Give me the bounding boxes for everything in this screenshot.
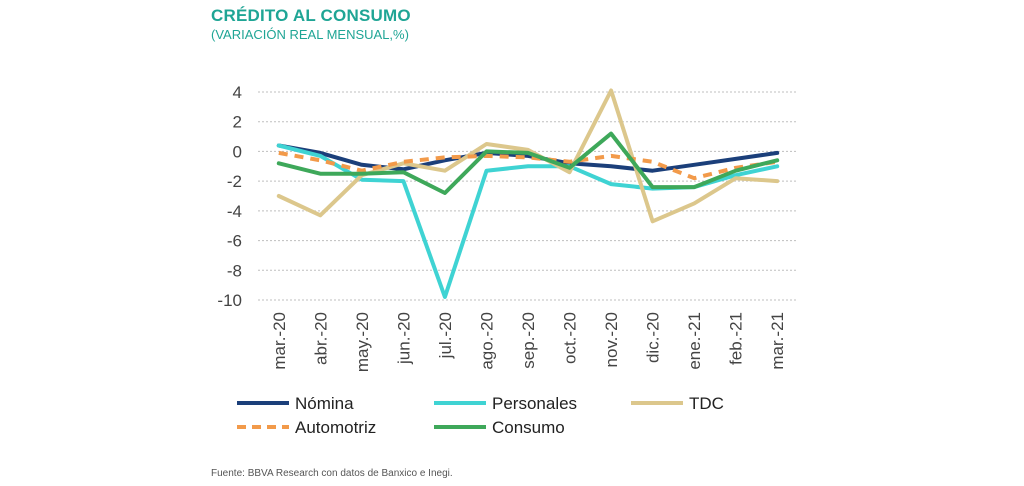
legend-label: TDC bbox=[689, 394, 724, 413]
chart-title: CRÉDITO AL CONSUMO bbox=[211, 6, 411, 25]
y-tick-label: -2 bbox=[227, 172, 242, 191]
series-line-consumo bbox=[276, 131, 780, 195]
legend-label: Consumo bbox=[492, 418, 565, 437]
x-tick-label: ago.-20 bbox=[477, 312, 496, 370]
x-tick-label: feb.-21 bbox=[727, 312, 746, 365]
source-note: Fuente: BBVA Research con datos de Banxi… bbox=[211, 468, 453, 479]
y-tick-label: -10 bbox=[217, 291, 242, 310]
x-axis-ticks: mar.-20 abr.-20 may.-20 jun.-20 jul.-20 ago.-… bbox=[270, 312, 787, 372]
legend-label: Nómina bbox=[295, 394, 354, 413]
series-line-automotriz bbox=[278, 150, 778, 181]
series-line-personales bbox=[276, 143, 780, 299]
series-line-nómina bbox=[276, 143, 780, 173]
x-tick-label: ene.-21 bbox=[685, 312, 704, 370]
x-tick-label: mar.-21 bbox=[768, 312, 787, 370]
x-tick-label: dic.-20 bbox=[644, 312, 663, 363]
chart-subtitle: (VARIACIÓN REAL MENSUAL,%) bbox=[211, 27, 409, 42]
gridlines bbox=[258, 91, 798, 301]
x-tick-label: abr.-20 bbox=[311, 312, 330, 365]
legend-label: Personales bbox=[492, 394, 577, 413]
x-tick-label: oct.-20 bbox=[561, 312, 580, 364]
line-chart: 4 2 0 -2 -4 -6 -8 -10 mar.-20 abr.-20 may.-20 jun.… bbox=[217, 83, 798, 437]
y-tick-label: -4 bbox=[227, 202, 242, 221]
x-tick-label: mar.-20 bbox=[270, 312, 289, 370]
y-axis-ticks: 4 2 0 -2 -4 -6 -8 -10 bbox=[217, 83, 242, 310]
x-tick-label: nov.-20 bbox=[602, 312, 621, 367]
y-tick-label: 2 bbox=[233, 113, 242, 132]
x-tick-label: jul.-20 bbox=[436, 312, 455, 359]
y-tick-label: 0 bbox=[233, 142, 242, 161]
x-tick-label: jun.-20 bbox=[394, 312, 413, 365]
legend-label: Automotriz bbox=[295, 418, 376, 437]
x-tick-label: may.-20 bbox=[353, 312, 372, 372]
x-tick-label: sep.-20 bbox=[519, 312, 538, 369]
series-lines bbox=[276, 88, 780, 299]
y-tick-label: -6 bbox=[227, 232, 242, 251]
y-tick-label: -8 bbox=[227, 261, 242, 280]
legend: Nómina Personales TDC Automotriz Consumo bbox=[237, 394, 724, 437]
y-tick-label: 4 bbox=[233, 83, 242, 102]
